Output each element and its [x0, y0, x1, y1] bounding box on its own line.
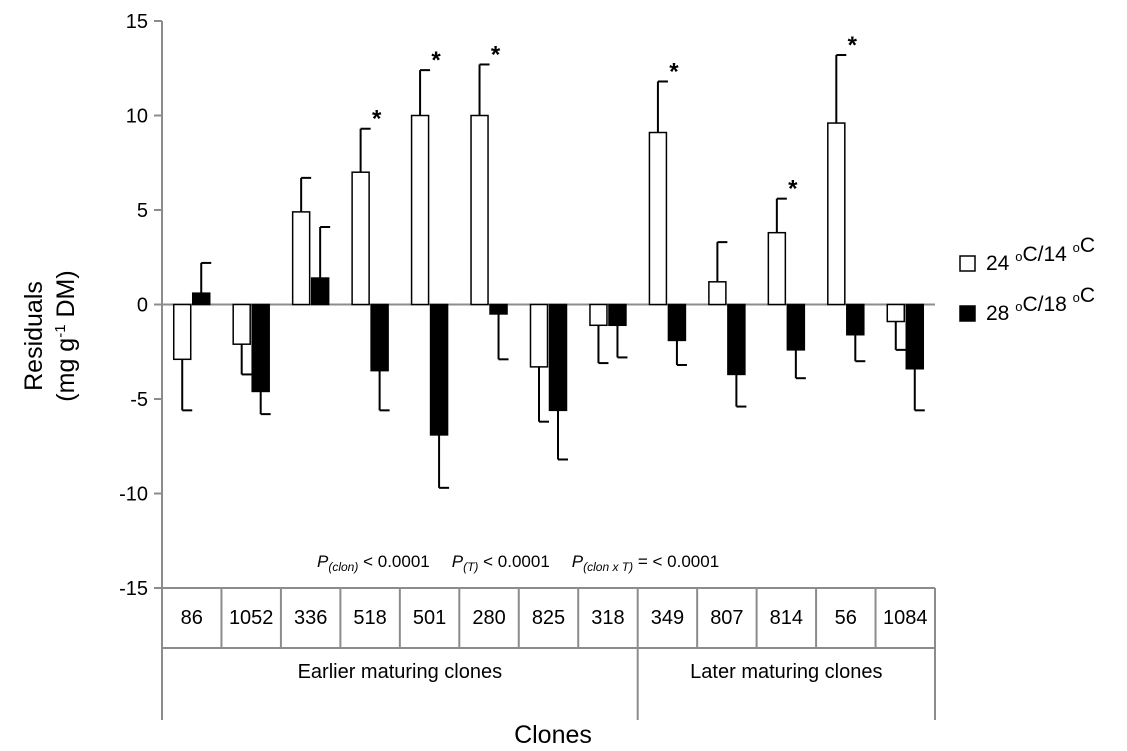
- bar-cool: [410, 114, 430, 306]
- bar-warm: [548, 303, 568, 412]
- group-label: Earlier maturing clones: [298, 661, 503, 683]
- bar-warm: [727, 303, 746, 376]
- bar-cool: [767, 231, 787, 306]
- category-label: 318: [591, 607, 624, 629]
- bar-cool: [232, 303, 251, 345]
- legend-swatch: [959, 305, 976, 322]
- bar-warm: [310, 277, 330, 306]
- category-label: 807: [710, 607, 743, 629]
- bar-warm: [191, 292, 211, 306]
- bar-cool: [172, 303, 192, 361]
- y-tick-label: -5: [130, 389, 148, 411]
- significance-asterisk: *: [491, 41, 501, 68]
- bar-warm: [667, 303, 687, 342]
- significance-asterisk: *: [431, 47, 441, 74]
- category-label: 825: [532, 607, 565, 629]
- bar-cool: [470, 114, 489, 306]
- labels-layer: -15 -10 -5 0 5 10 15 86 1052 336 518 501 280 825 318 34…: [20, 11, 928, 749]
- legend: 24 oC/14 oC 28 oC/18 oC: [959, 234, 1095, 325]
- significance-asterisk: *: [848, 32, 858, 59]
- y-tick-label: -15: [119, 578, 148, 600]
- bar-warm: [786, 303, 806, 351]
- bar-warm: [489, 303, 508, 315]
- bar-warm: [370, 303, 389, 372]
- significance-asterisk: *: [788, 176, 798, 203]
- category-label: 349: [651, 607, 684, 629]
- bar-cool: [886, 303, 906, 323]
- y-tick-label: 0: [137, 295, 148, 317]
- stats-annotation: P(clon) < 0.0001 P(T) < 0.0001 P(clon x T)…: [317, 552, 719, 574]
- y-axis-title: Residuals: [20, 281, 48, 391]
- significance-asterisk: *: [372, 106, 382, 133]
- category-label: 86: [181, 607, 203, 629]
- bar-cool: [708, 281, 727, 306]
- bar-warm: [429, 303, 449, 436]
- bar-cool: [529, 303, 549, 368]
- group-label: Later maturing clones: [690, 661, 882, 683]
- bar-cool: [351, 171, 370, 306]
- legend-label: 24 oC/14 oC: [986, 234, 1095, 275]
- y-tick-label: 15: [126, 11, 148, 33]
- y-tick-label: 10: [126, 106, 148, 128]
- bar-cool: [827, 122, 846, 306]
- x-axis-title: Clones: [514, 721, 592, 749]
- bar-warm: [251, 303, 270, 393]
- y-axis-unit: (mg g-1 DM): [52, 270, 80, 401]
- bar-cool: [291, 211, 311, 306]
- axes-layer: [154, 20, 936, 720]
- bar-warm: [846, 303, 865, 336]
- bar-warm: [905, 303, 925, 370]
- significance-asterisk: *: [669, 58, 679, 85]
- legend-swatch: [959, 255, 976, 272]
- legend-label: 28 oC/18 oC: [986, 284, 1095, 325]
- y-tick-label: -10: [119, 484, 148, 506]
- bar-cool: [589, 303, 608, 327]
- bar-warm: [608, 303, 627, 327]
- category-label: 814: [770, 607, 803, 629]
- category-label: 56: [835, 607, 857, 629]
- category-label: 1084: [883, 607, 928, 629]
- y-tick-label: 5: [137, 200, 148, 222]
- category-label: 280: [472, 607, 505, 629]
- category-label: 1052: [229, 607, 274, 629]
- category-label: 501: [413, 607, 446, 629]
- category-label: 518: [353, 607, 386, 629]
- bar-cool: [648, 131, 668, 306]
- category-label: 336: [294, 607, 327, 629]
- bars-layer: [172, 54, 925, 489]
